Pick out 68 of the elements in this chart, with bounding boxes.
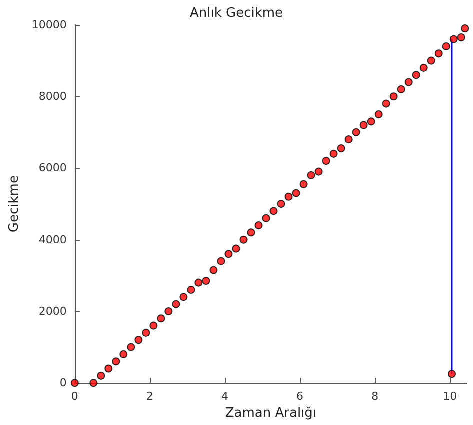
point [142,328,150,337]
y-tick-label: 2000 [38,304,67,318]
point [210,266,218,274]
x-tick-label: 4 [221,390,228,404]
point [337,144,346,153]
point [307,171,316,180]
point [97,372,106,380]
point [292,189,300,198]
point [127,343,136,352]
point [344,136,353,144]
point [367,118,376,126]
point [330,150,338,158]
point [397,85,406,94]
point [270,207,278,216]
point [194,278,203,287]
point [461,24,470,33]
point [412,71,420,80]
point [374,110,383,119]
point [442,42,450,50]
point [120,350,128,358]
y-tick-label: 10000 [32,18,67,32]
point [217,257,226,266]
point [404,78,413,86]
point [187,286,196,294]
point [360,121,368,130]
point [172,300,180,308]
y-tick-label: 6000 [38,162,67,175]
point [427,56,436,65]
y-tick-label: 8000 [38,90,67,104]
point [448,370,456,378]
point [90,379,98,388]
x-tick-label: 10 [443,390,458,404]
point [157,314,166,323]
point [150,322,158,330]
point [277,200,286,208]
y-tick-label: 4000 [38,233,67,246]
point [112,358,120,366]
x-axis-title: Zaman Aralığı [225,406,317,421]
point [382,100,390,108]
point [457,34,466,42]
point [134,336,143,344]
x-tick-label: 8 [372,390,379,404]
point [450,35,458,44]
point [314,168,323,176]
point [420,64,428,72]
point [164,307,173,316]
x-tick-label: 2 [146,390,154,404]
point [434,50,443,58]
point [104,364,113,373]
point [224,250,233,258]
point [322,157,330,166]
point [262,214,270,222]
point [300,180,308,188]
point [284,192,293,201]
point [247,228,256,237]
x-tick-label: 0 [71,390,78,404]
point [232,244,240,253]
point [352,128,360,136]
x-tick-label: 6 [296,390,304,404]
point [240,236,248,244]
point [202,277,210,286]
point [70,379,79,388]
point [390,92,398,101]
chart-title: Anlık Gecikme [190,6,284,21]
y-tick-label: 0 [60,376,67,390]
point [254,222,263,230]
y-axis-title: Gecikme [7,176,22,233]
point [180,293,188,302]
